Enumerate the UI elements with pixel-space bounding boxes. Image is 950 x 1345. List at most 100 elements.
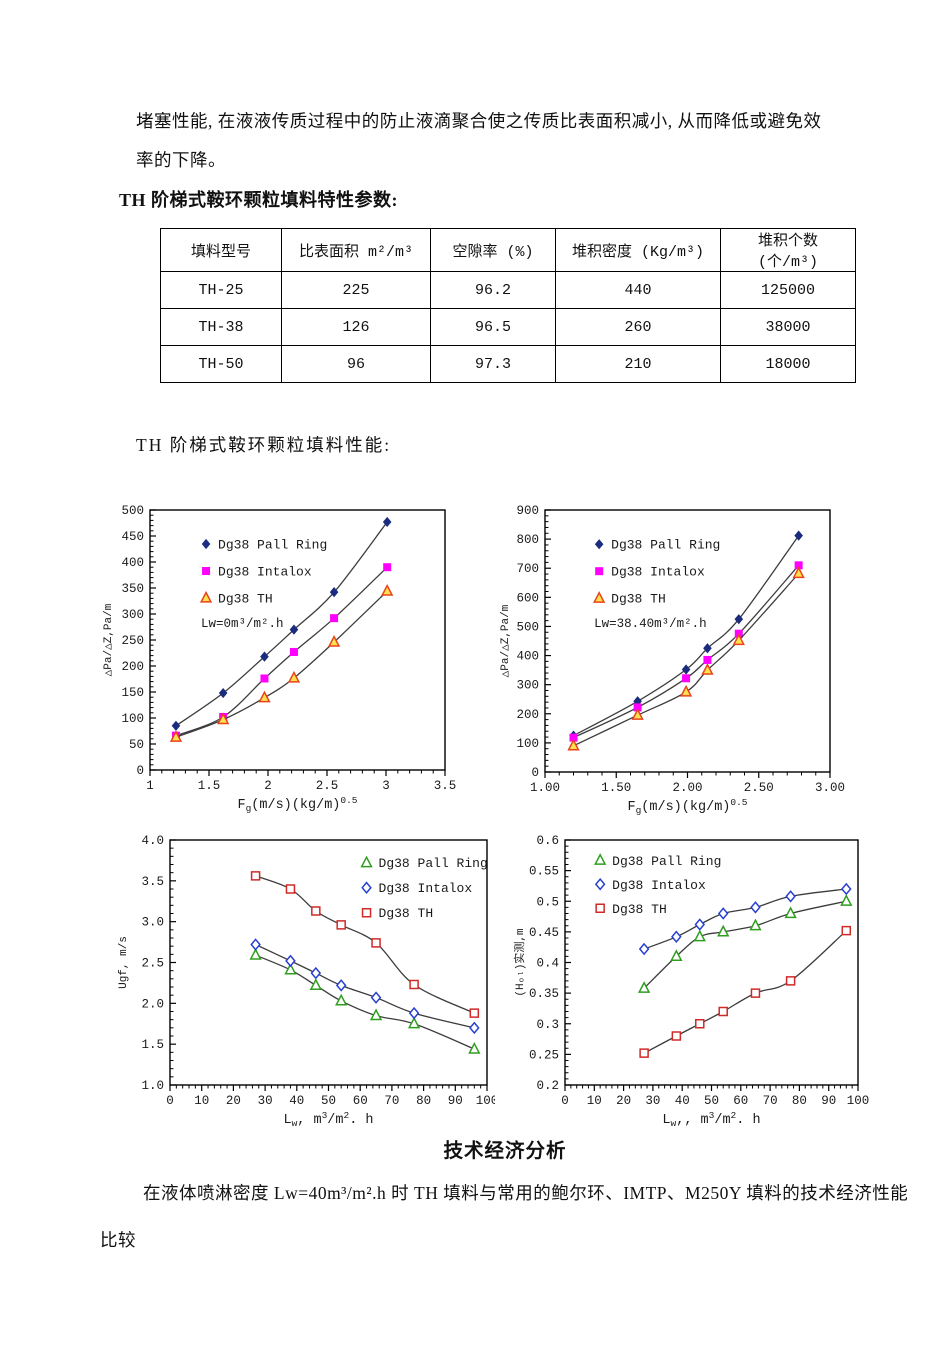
table-header-cell: 填料型号 — [160, 228, 282, 272]
series-dg38-pall-ring — [637, 894, 853, 993]
x-axis-label: Lw,, m3/m2. h — [662, 1110, 760, 1129]
chart-hol-transfer-unit: 0 10 20 30 40 50 60 70 80 90 100 0.2 0.25 0.3 0.35 0.4 0… — [512, 826, 872, 1143]
svg-text:2.50: 2.50 — [744, 781, 774, 795]
svg-text:100: 100 — [121, 712, 144, 726]
svg-text:0: 0 — [136, 764, 144, 778]
svg-text:800: 800 — [516, 533, 539, 547]
svg-text:40: 40 — [675, 1094, 690, 1108]
svg-text:0.25: 0.25 — [529, 1048, 559, 1062]
chart-pressure-drop-lw38: 1.00 1.50 2.00 2.50 3.00 0 100 200 300 400 500 600 7… — [497, 496, 847, 821]
series-dg38-intalox — [250, 938, 480, 1035]
packing-table-body: TH-25 225 96.2 440 125000 TH-38 126 96.5 260 3800… — [160, 271, 856, 383]
svg-text:70: 70 — [384, 1094, 399, 1108]
svg-text:0: 0 — [561, 1094, 569, 1108]
svg-text:1.5: 1.5 — [141, 1038, 164, 1052]
svg-text:3.5: 3.5 — [434, 779, 457, 793]
y-axis-label: △Pa/△Z,Pa/m — [500, 604, 512, 677]
svg-text:10: 10 — [587, 1094, 602, 1108]
legend-label: Dg38 TH — [611, 592, 666, 607]
y-axis-label: △Pa/△Z,Pa/m — [103, 603, 115, 676]
series-dg38-th — [169, 583, 394, 742]
table-cell: 126 — [281, 308, 431, 346]
chart-flooding-velocity: 0 10 20 30 40 50 60 70 80 90 100 1.0 1.5 2.0 2.5 3.0 3.5… — [115, 826, 498, 1143]
series-dg38-intalox — [638, 882, 852, 956]
svg-text:30: 30 — [258, 1094, 273, 1108]
svg-text:1.0: 1.0 — [141, 1079, 164, 1093]
svg-text:3.0: 3.0 — [141, 916, 164, 930]
heading-packing-parameters: TH 阶梯式鞍环颗粒填料特性参数: — [119, 190, 398, 210]
svg-text:400: 400 — [121, 556, 144, 570]
svg-text:80: 80 — [792, 1094, 807, 1108]
svg-text:0: 0 — [166, 1094, 174, 1108]
table-cell: 440 — [555, 271, 721, 309]
svg-text:1.00: 1.00 — [530, 781, 560, 795]
chart-pressure-drop-lw38-svg: 1.00 1.50 2.00 2.50 3.00 0 100 200 300 400 500 600 7… — [500, 504, 845, 816]
table-cell: 38000 — [720, 308, 856, 346]
svg-text:3.5: 3.5 — [141, 875, 164, 889]
table-cell: 97.3 — [430, 345, 556, 383]
series-dg38-th — [567, 566, 805, 751]
series-dg38-pall-ring — [249, 948, 481, 1054]
svg-text:0.3: 0.3 — [536, 1018, 559, 1032]
legend-label: Dg38 Intalox — [611, 565, 705, 580]
svg-text:1: 1 — [146, 779, 154, 793]
table-row: TH-25 225 96.2 440 125000 — [160, 271, 856, 309]
svg-text:0.35: 0.35 — [529, 987, 559, 1001]
svg-text:200: 200 — [121, 660, 144, 674]
table-cell: 225 — [281, 271, 431, 309]
table-header-cell: 比表面积 m²/m³ — [281, 228, 431, 272]
svg-text:2.0: 2.0 — [141, 997, 164, 1011]
x-axis-label: Lw, m3/m2. h — [283, 1110, 373, 1129]
series-dg38-pall-ring — [569, 530, 803, 741]
legend-note: Lw=0m³/m².h — [201, 617, 284, 631]
table-cell: 96.5 — [430, 308, 556, 346]
svg-text:40: 40 — [289, 1094, 304, 1108]
legend-label: Dg38 Pall Ring — [611, 538, 720, 553]
svg-text:50: 50 — [129, 738, 144, 752]
chart-flooding-velocity-svg: 0 10 20 30 40 50 60 70 80 90 100 1.0 1.5 2.0 2.5 3.0 3.5… — [118, 834, 498, 1129]
svg-text:50: 50 — [704, 1094, 719, 1108]
legend-label: Dg38 TH — [379, 906, 434, 921]
svg-text:900: 900 — [516, 504, 539, 518]
svg-text:50: 50 — [321, 1094, 336, 1108]
svg-text:100: 100 — [516, 737, 539, 751]
table-header-cell: 堆积密度 (Kg/m³) — [555, 228, 721, 272]
chart-hol-transfer-unit-svg: 0 10 20 30 40 50 60 70 80 90 100 0.2 0.25 0.3 0.35 0.4 0… — [512, 834, 870, 1129]
svg-text:2.5: 2.5 — [316, 779, 339, 793]
svg-text:30: 30 — [645, 1094, 660, 1108]
svg-text:700: 700 — [516, 562, 539, 576]
legend: Dg38 Pall Ring Dg38 Intalox Dg38 TH — [594, 853, 721, 917]
legend: Dg38 Pall Ring Dg38 Intalox Dg38 TH Lw=38.4… — [593, 538, 720, 631]
svg-text:2.5: 2.5 — [141, 957, 164, 971]
heading-technical-economic-analysis: 技术经济分析 — [443, 1141, 567, 1162]
svg-text:500: 500 — [121, 504, 144, 518]
legend: Dg38 Pall Ring Dg38 Intalox Dg38 TH — [360, 855, 488, 921]
series-dg38-th — [639, 925, 852, 1058]
series-dg38-th — [250, 871, 480, 1018]
svg-text:60: 60 — [733, 1094, 748, 1108]
svg-text:1.5: 1.5 — [198, 779, 221, 793]
svg-text:10: 10 — [194, 1094, 209, 1108]
legend-label: Dg38 TH — [612, 902, 667, 917]
x-axis-label: Fg(m/s)(kg/m)0.5 — [237, 795, 357, 814]
svg-text:4.0: 4.0 — [141, 834, 164, 848]
svg-text:200: 200 — [516, 708, 539, 722]
svg-text:70: 70 — [763, 1094, 778, 1108]
table-header-cell: 堆积个数 (个/m³) — [720, 228, 856, 272]
table-cell: 96.2 — [430, 271, 556, 309]
svg-text:400: 400 — [516, 650, 539, 664]
chart-pressure-drop-lw0-svg: 1 1.5 2 2.5 3 3.5 0 50 100 150 200 250 300 350 400 450 5… — [103, 504, 457, 814]
svg-text:0.45: 0.45 — [529, 926, 559, 940]
series-dg38-intalox — [171, 563, 392, 740]
svg-text:0.4: 0.4 — [536, 957, 559, 971]
svg-text:0.2: 0.2 — [536, 1079, 559, 1093]
legend-label: Dg38 Pall Ring — [379, 856, 488, 871]
svg-text:600: 600 — [516, 591, 539, 605]
svg-text:300: 300 — [121, 608, 144, 622]
legend: Dg38 Pall Ring Dg38 Intalox Dg38 TH Lw=0m³/… — [199, 538, 327, 631]
axes: 1.00 1.50 2.00 2.50 3.00 0 100 200 300 400 500 600 7… — [516, 504, 845, 795]
svg-text:100: 100 — [847, 1094, 870, 1108]
table-cell: 125000 — [720, 271, 856, 309]
svg-text:0.5: 0.5 — [536, 895, 559, 909]
legend-label: Dg38 Intalox — [612, 878, 706, 893]
